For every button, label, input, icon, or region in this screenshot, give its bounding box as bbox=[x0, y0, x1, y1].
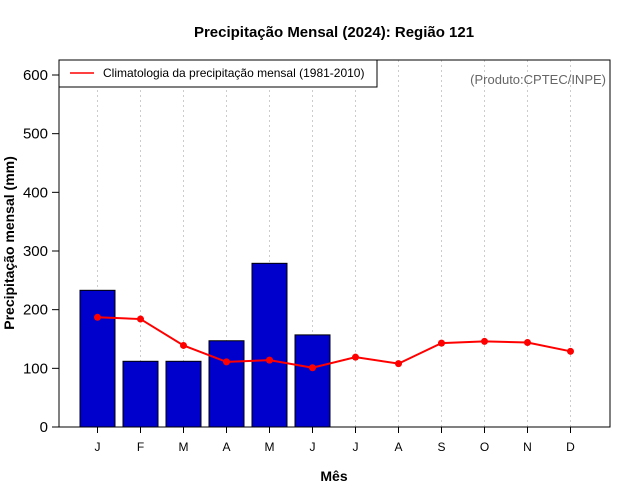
chart-title: Precipitação Mensal (2024): Região 121 bbox=[194, 24, 474, 41]
y-tick-label: 300 bbox=[23, 243, 48, 260]
bars bbox=[79, 262, 331, 428]
climatology-polyline bbox=[97, 316, 571, 369]
bar-0 bbox=[79, 289, 116, 428]
climatology-point-3 bbox=[223, 358, 230, 366]
climatology-point-10 bbox=[524, 339, 531, 347]
climatology-point-8 bbox=[438, 339, 445, 347]
bar-1 bbox=[122, 360, 159, 428]
bar-3 bbox=[208, 340, 245, 428]
legend-entry-climatology: Climatologia da precipitação mensal (198… bbox=[103, 66, 364, 80]
x-tick-label: A bbox=[394, 440, 402, 454]
x-tick-label: J bbox=[353, 440, 359, 454]
x-tick-label: D bbox=[566, 440, 575, 454]
x-tick-label: J bbox=[95, 440, 101, 454]
x-tick-label: M bbox=[265, 440, 275, 454]
x-tick-label: F bbox=[137, 440, 144, 454]
x-tick-label: M bbox=[179, 440, 189, 454]
y-tick-label: 600 bbox=[23, 67, 48, 84]
x-axis-label: Mês bbox=[320, 468, 347, 484]
y-tick-label: 200 bbox=[23, 302, 48, 319]
x-tick-label: S bbox=[437, 440, 445, 454]
y-tick-label: 500 bbox=[23, 126, 48, 143]
legend: Climatologia da precipitação mensal (198… bbox=[58, 59, 378, 88]
climatology-point-2 bbox=[180, 341, 187, 349]
y-tick-label: 100 bbox=[23, 360, 48, 377]
y-tick-label: 0 bbox=[40, 419, 48, 436]
bar-4 bbox=[251, 262, 288, 428]
bar-2 bbox=[165, 360, 202, 428]
x-tick-label: N bbox=[523, 440, 532, 454]
climatology-point-7 bbox=[395, 360, 402, 368]
climatology-point-9 bbox=[481, 337, 488, 345]
climatology-point-11 bbox=[567, 347, 574, 355]
climatology-line bbox=[94, 313, 574, 372]
y-axis-label: Precipitação mensal (mm) bbox=[1, 156, 17, 330]
bar-5 bbox=[294, 334, 331, 428]
climatology-point-5 bbox=[309, 364, 316, 372]
x-tick-label: O bbox=[480, 440, 489, 454]
climatology-point-6 bbox=[352, 353, 359, 361]
climatology-point-4 bbox=[266, 356, 273, 364]
y-tick-label: 400 bbox=[23, 184, 48, 201]
source-annotation: (Produto:CPTEC/INPE) bbox=[470, 72, 606, 87]
legend-box bbox=[58, 59, 378, 88]
y-axis: 0 100 200 300 400 500 600 bbox=[23, 67, 59, 436]
x-tick-label: A bbox=[222, 440, 230, 454]
x-tick-label: J bbox=[310, 440, 316, 454]
climatology-point-1 bbox=[137, 315, 144, 323]
climatology-point-0 bbox=[94, 313, 101, 321]
